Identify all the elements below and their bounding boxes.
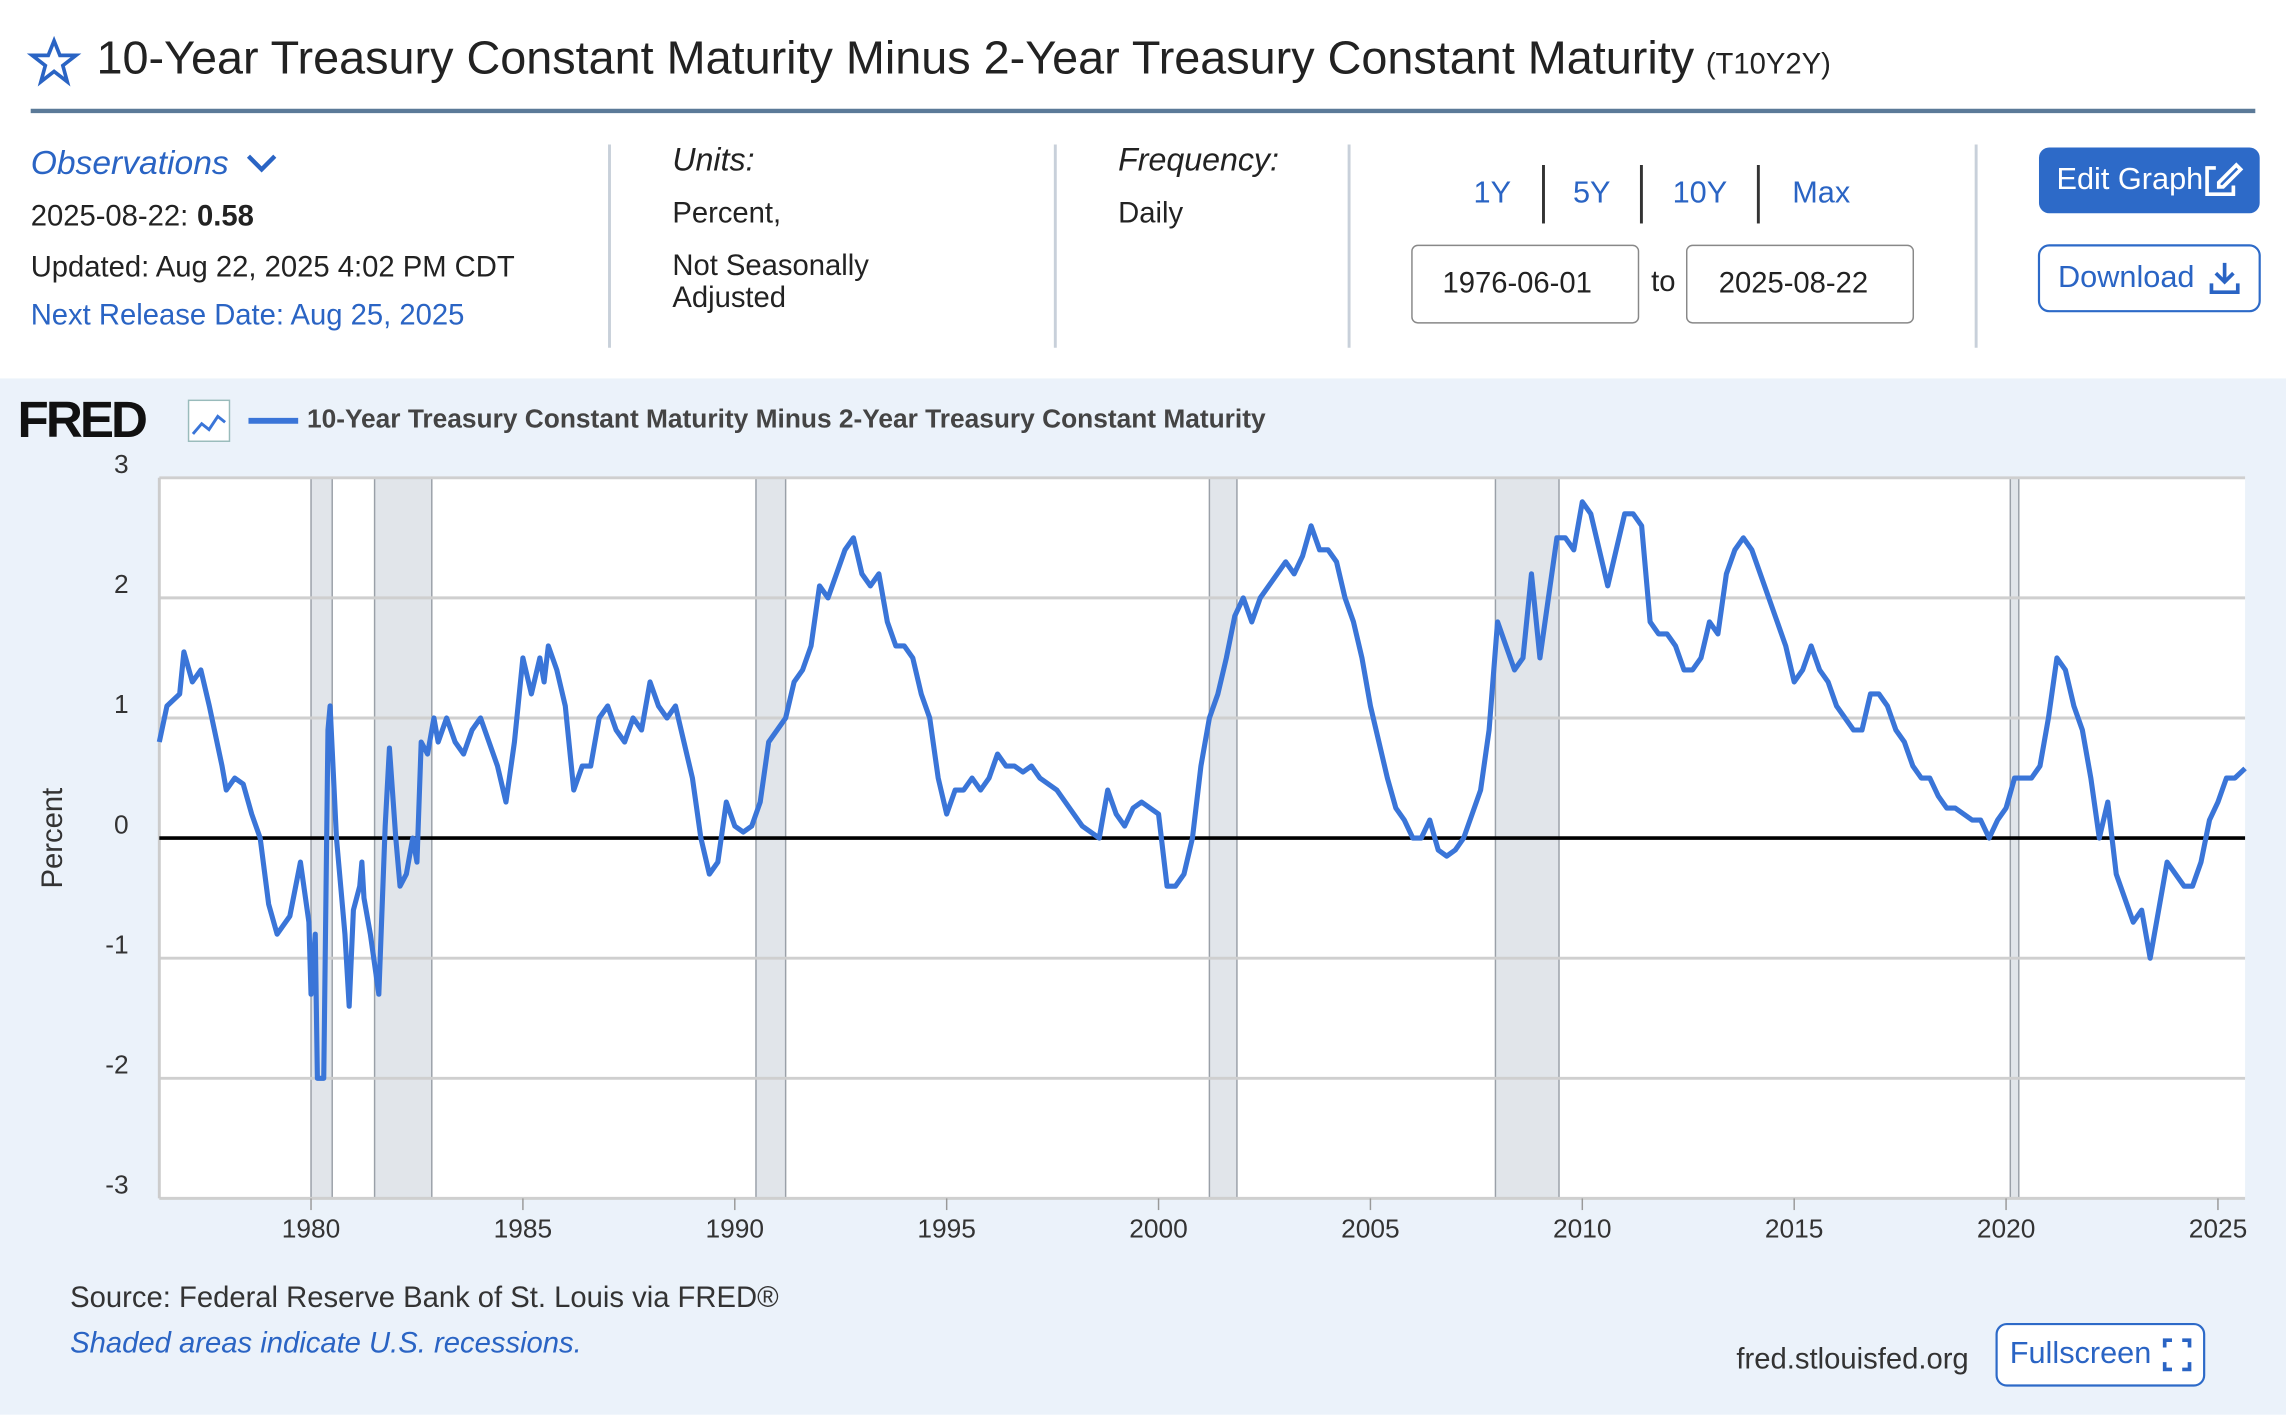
download-icon[interactable]	[2209, 262, 2240, 294]
range-button[interactable]: Max	[1792, 174, 1851, 209]
download-label[interactable]: Download	[2058, 259, 2194, 294]
x-tick-label: 2005	[1341, 1213, 1400, 1243]
units: Not Seasonally	[672, 250, 869, 282]
y-tick-label: -3	[105, 1170, 128, 1200]
frequency: Daily	[1118, 197, 1183, 229]
fullscreen-icon[interactable]	[2162, 1338, 2192, 1372]
plot: -3 -2 -1 0 1 2 3 1980 1985 1990 1995 2000 2005 2010 20…	[37, 404, 2247, 1244]
fred-icon	[187, 399, 231, 442]
x-tick-label: 2000	[1129, 1213, 1188, 1243]
x-tick-label: 2010	[1553, 1213, 1612, 1243]
range-button[interactable]: 1Y	[1474, 174, 1512, 209]
y-tick-label: -2	[105, 1050, 128, 1080]
end-date-input[interactable]	[1685, 244, 1915, 324]
series-id: (T10Y2Y)	[1706, 48, 1831, 80]
y-tick-label: -1	[105, 929, 128, 959]
legend-label: 10-Year Treasury Constant Maturity Minus…	[307, 404, 1266, 434]
frequency-label: Frequency:	[1118, 142, 1279, 178]
range-button[interactable]: 5Y	[1573, 174, 1611, 209]
chevron[interactable]	[246, 154, 277, 173]
x-tick-label: 2020	[1977, 1213, 2036, 1243]
x-tick-label: 1985	[494, 1213, 553, 1243]
y-tick-label: 1	[114, 689, 129, 719]
fullscreen-label[interactable]: Fullscreen	[2010, 1335, 2152, 1370]
range-button[interactable]: 10Y	[1673, 174, 1728, 209]
end-date[interactable]: 2025-08-22	[1719, 268, 1868, 300]
dividers	[608, 144, 1978, 348]
latest-value: 0.58	[197, 200, 254, 232]
series-line	[156, 499, 2247, 1081]
start-date-input[interactable]	[1411, 244, 1640, 324]
x-tick-label: 1990	[706, 1213, 765, 1243]
y-tick-label: 3	[114, 449, 129, 479]
download-button[interactable]	[2037, 244, 2261, 313]
favorite-star[interactable]	[26, 35, 82, 87]
fred-logo[interactable]: FRED	[18, 391, 149, 448]
latest-date: 2025-08-22:	[31, 200, 189, 232]
recession-note: Shaded areas indicate U.S. recessions.	[70, 1327, 582, 1359]
units: Adjusted	[672, 282, 786, 314]
observations-toggle[interactable]: Observations	[31, 145, 229, 182]
edit-graph-label[interactable]: Edit Graph	[2057, 161, 2204, 196]
source: Source: Federal Reserve Bank of St. Loui…	[70, 1282, 779, 1314]
site[interactable]: fred.stlouisfed.org	[1736, 1343, 1968, 1375]
x-tick-label: 1980	[282, 1213, 341, 1243]
units-label: Units:	[672, 142, 754, 178]
fred-icon-line	[191, 414, 227, 435]
series-title: 10-Year Treasury Constant Maturity Minus…	[96, 32, 1694, 84]
x-tick-label: 2025	[2189, 1213, 2248, 1243]
edit-icon[interactable]	[2205, 162, 2244, 197]
range-separators	[1542, 165, 1760, 224]
edit-graph-button[interactable]	[2038, 147, 2260, 214]
x-tick-label: 2015	[1765, 1213, 1824, 1243]
range-to: to	[1651, 266, 1675, 298]
next-release[interactable]: Next Release Date: Aug 25, 2025	[31, 300, 465, 332]
y-tick-label: 2	[114, 569, 129, 599]
updated: Updated: Aug 22, 2025 4:02 PM CDT	[31, 251, 515, 283]
units: Percent,	[672, 197, 781, 229]
fullscreen-button[interactable]	[1995, 1322, 2206, 1387]
x-tick-label: 1995	[917, 1213, 976, 1243]
y-axis-title: Percent	[37, 788, 69, 889]
y-tick-label: 0	[114, 809, 129, 839]
start-date[interactable]: 1976-06-01	[1442, 268, 1591, 300]
